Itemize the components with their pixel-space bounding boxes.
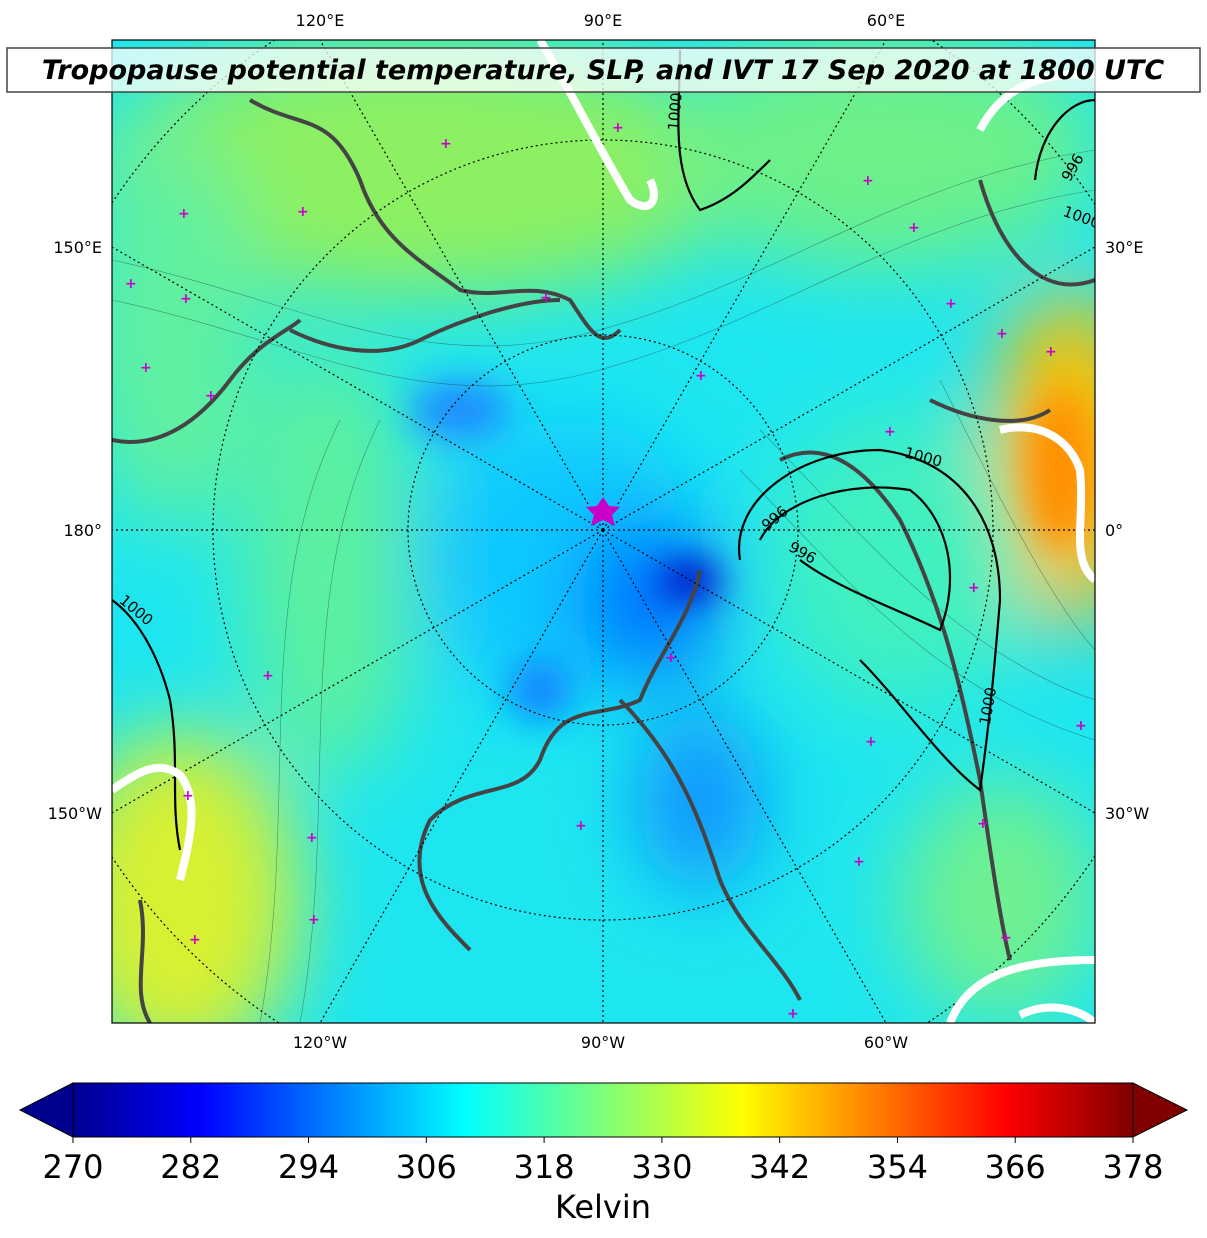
lon-label: 150°E [53,238,102,257]
svg-text:+: + [125,276,137,292]
svg-text:+: + [140,360,152,376]
colorbar-tick-label: 366 [985,1148,1046,1186]
svg-text:+: + [612,120,624,136]
svg-text:+: + [865,734,877,750]
svg-text:+: + [1045,344,1057,360]
title-box [6,47,1201,93]
lon-label: 30°W [1105,804,1149,823]
svg-text:+: + [178,206,190,222]
svg-text:+: + [853,854,865,870]
lon-label: 120°E [296,11,345,30]
station-markers: + + + + + + + + + + + + + + + + + + + + + + + + + + + + + + [125,120,1087,1022]
svg-text:+: + [180,291,192,307]
svg-text:+: + [575,818,587,834]
lon-label: 120°W [293,1033,348,1052]
slp-contours [112,49,1095,851]
svg-text:+: + [945,296,957,312]
colorbar [18,1082,1189,1138]
coastlines [112,98,1095,1023]
svg-text:+: + [968,580,980,596]
colorbar-tick-label: 342 [749,1148,810,1186]
graticule [112,40,1095,1023]
colorbar-body [72,1082,1134,1138]
svg-text:+: + [205,388,217,404]
svg-text:+: + [262,668,274,684]
field-shading [112,40,1095,1023]
lon-label: 180° [63,521,102,540]
colorbar-tick-label: 294 [278,1148,339,1186]
svg-text:+: + [977,816,989,832]
lon-label: 0° [1105,521,1123,540]
svg-text:+: + [540,290,552,306]
colorbar-tick-label: 330 [631,1148,692,1186]
svg-text:+: + [884,424,896,440]
svg-text:+: + [1075,718,1087,734]
colorbar-label: Kelvin [555,1188,651,1226]
svg-text:+: + [908,220,920,236]
svg-text:+: + [182,788,194,804]
lon-label: 90°W [581,1033,625,1052]
contour-label: 1000 [664,92,685,132]
colorbar-extend-low [18,1082,74,1138]
lon-label: 60°E [867,11,905,30]
lon-label: 60°W [864,1033,908,1052]
svg-text:+: + [440,136,452,152]
lon-label: 90°E [584,11,622,30]
svg-text:+: + [695,368,707,384]
svg-text:+: + [189,932,201,948]
colorbar-tick-label: 318 [514,1148,575,1186]
colorbar-extend-high [1132,1082,1189,1138]
svg-text:+: + [665,650,677,666]
colorbar-tick-label: 306 [396,1148,457,1186]
svg-text:+: + [996,326,1008,342]
svg-text:+: + [862,173,874,189]
svg-text:+: + [306,830,318,846]
map: + + + + + + + + + + + + + + + + + + + + + + + + + + + + + + … [112,40,1095,1023]
svg-text:+: + [297,204,309,220]
title: Tropopause potential temperature, SLP, a… [42,55,1165,86]
lon-label: 30°E [1105,238,1143,257]
svg-text:+: + [1000,930,1012,946]
map-frame [111,39,1096,1024]
lon-label: 150°W [48,804,103,823]
svg-text:+: + [787,1006,799,1022]
pole-marker [586,497,620,526]
colorbar-tick-label: 270 [42,1148,103,1186]
svg-text:+: + [308,912,320,928]
colorbar-tick-label: 282 [160,1148,221,1186]
colorbar-tick-label: 354 [867,1148,928,1186]
colorbar-tick-label: 378 [1102,1148,1163,1186]
